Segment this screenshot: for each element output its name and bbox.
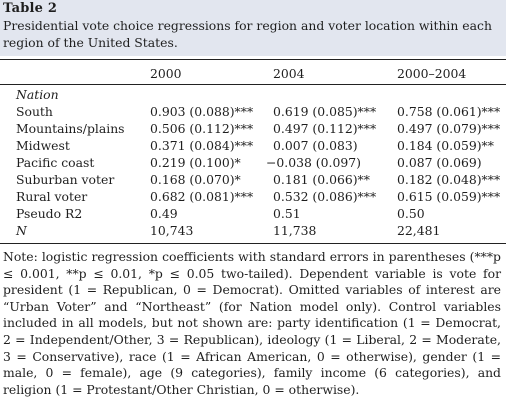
row-label: Mountains/plains bbox=[16, 121, 125, 136]
table-row: Midwest 0.371 (0.084)*** 0.007 (0.083) 0… bbox=[0, 138, 506, 154]
cell-2004: 0.532 (0.086)*** bbox=[273, 189, 377, 204]
section-label: Nation bbox=[16, 87, 59, 102]
table-row: South 0.903 (0.088)*** 0.619 (0.085)*** … bbox=[0, 104, 506, 120]
cell-2000: 0.371 (0.084)*** bbox=[150, 138, 254, 153]
cell-2004: 0.497 (0.112)*** bbox=[273, 121, 377, 136]
table-row: Mountains/plains 0.506 (0.112)*** 0.497 … bbox=[0, 121, 506, 137]
cell-2000-2004: 0.615 (0.059)*** bbox=[397, 189, 501, 204]
cell-2000-2004: 0.184 (0.059)** bbox=[397, 138, 494, 153]
cell-2000: 0.168 (0.070)* bbox=[150, 172, 241, 187]
cell-2004: 11,738 bbox=[273, 223, 317, 238]
cell-2004: 0.619 (0.085)*** bbox=[273, 104, 377, 119]
row-label: N bbox=[16, 223, 27, 238]
table-note: Note: logistic regression coefficients w… bbox=[3, 249, 501, 397]
cell-2000-2004: 22,481 bbox=[397, 223, 441, 238]
cell-2004: 0.007 (0.083) bbox=[273, 138, 358, 153]
cell-2000-2004: 0.758 (0.061)*** bbox=[397, 104, 501, 119]
column-header-2000-2004: 2000–2004 bbox=[397, 66, 467, 81]
cell-2000-2004: 0.087 (0.069) bbox=[397, 155, 482, 170]
row-label: Pseudo R2 bbox=[16, 206, 83, 221]
row-label: South bbox=[16, 104, 53, 119]
section-row: Nation bbox=[0, 87, 506, 103]
table-header-band: Table 2 Presidential vote choice regress… bbox=[0, 0, 506, 56]
table-row: Suburban voter 0.168 (0.070)* 0.181 (0.0… bbox=[0, 172, 506, 188]
table-row: Pacific coast 0.219 (0.100)* −0.038 (0.0… bbox=[0, 155, 506, 171]
cell-2004: 0.51 bbox=[273, 206, 301, 221]
table-caption: Presidential vote choice regressions for… bbox=[3, 18, 492, 50]
cell-2000-2004: 0.497 (0.079)*** bbox=[397, 121, 501, 136]
cell-2000: 0.49 bbox=[150, 206, 178, 221]
top-rule bbox=[0, 59, 506, 60]
bottom-rule bbox=[0, 243, 506, 244]
row-label: Midwest bbox=[16, 138, 70, 153]
table-row: N 10,743 11,738 22,481 bbox=[0, 223, 506, 239]
cell-2000: 0.903 (0.088)*** bbox=[150, 104, 254, 119]
cell-2004: −0.038 (0.097) bbox=[266, 155, 361, 170]
table-row: Rural voter 0.682 (0.081)*** 0.532 (0.08… bbox=[0, 189, 506, 205]
cell-2000: 0.682 (0.081)*** bbox=[150, 189, 254, 204]
cell-2000: 0.506 (0.112)*** bbox=[150, 121, 254, 136]
table-label: Table 2 bbox=[3, 1, 58, 16]
header-rule bbox=[0, 84, 506, 85]
cell-2004: 0.181 (0.066)** bbox=[273, 172, 370, 187]
row-label: Pacific coast bbox=[16, 155, 95, 170]
row-label: Suburban voter bbox=[16, 172, 115, 187]
table-row: Pseudo R2 0.49 0.51 0.50 bbox=[0, 206, 506, 222]
column-header-2000: 2000 bbox=[150, 66, 182, 81]
cell-2000-2004: 0.182 (0.048)*** bbox=[397, 172, 501, 187]
column-header-2004: 2004 bbox=[273, 66, 305, 81]
cell-2000: 0.219 (0.100)* bbox=[150, 155, 241, 170]
row-label: Rural voter bbox=[16, 189, 88, 204]
cell-2000: 10,743 bbox=[150, 223, 194, 238]
cell-2000-2004: 0.50 bbox=[397, 206, 425, 221]
